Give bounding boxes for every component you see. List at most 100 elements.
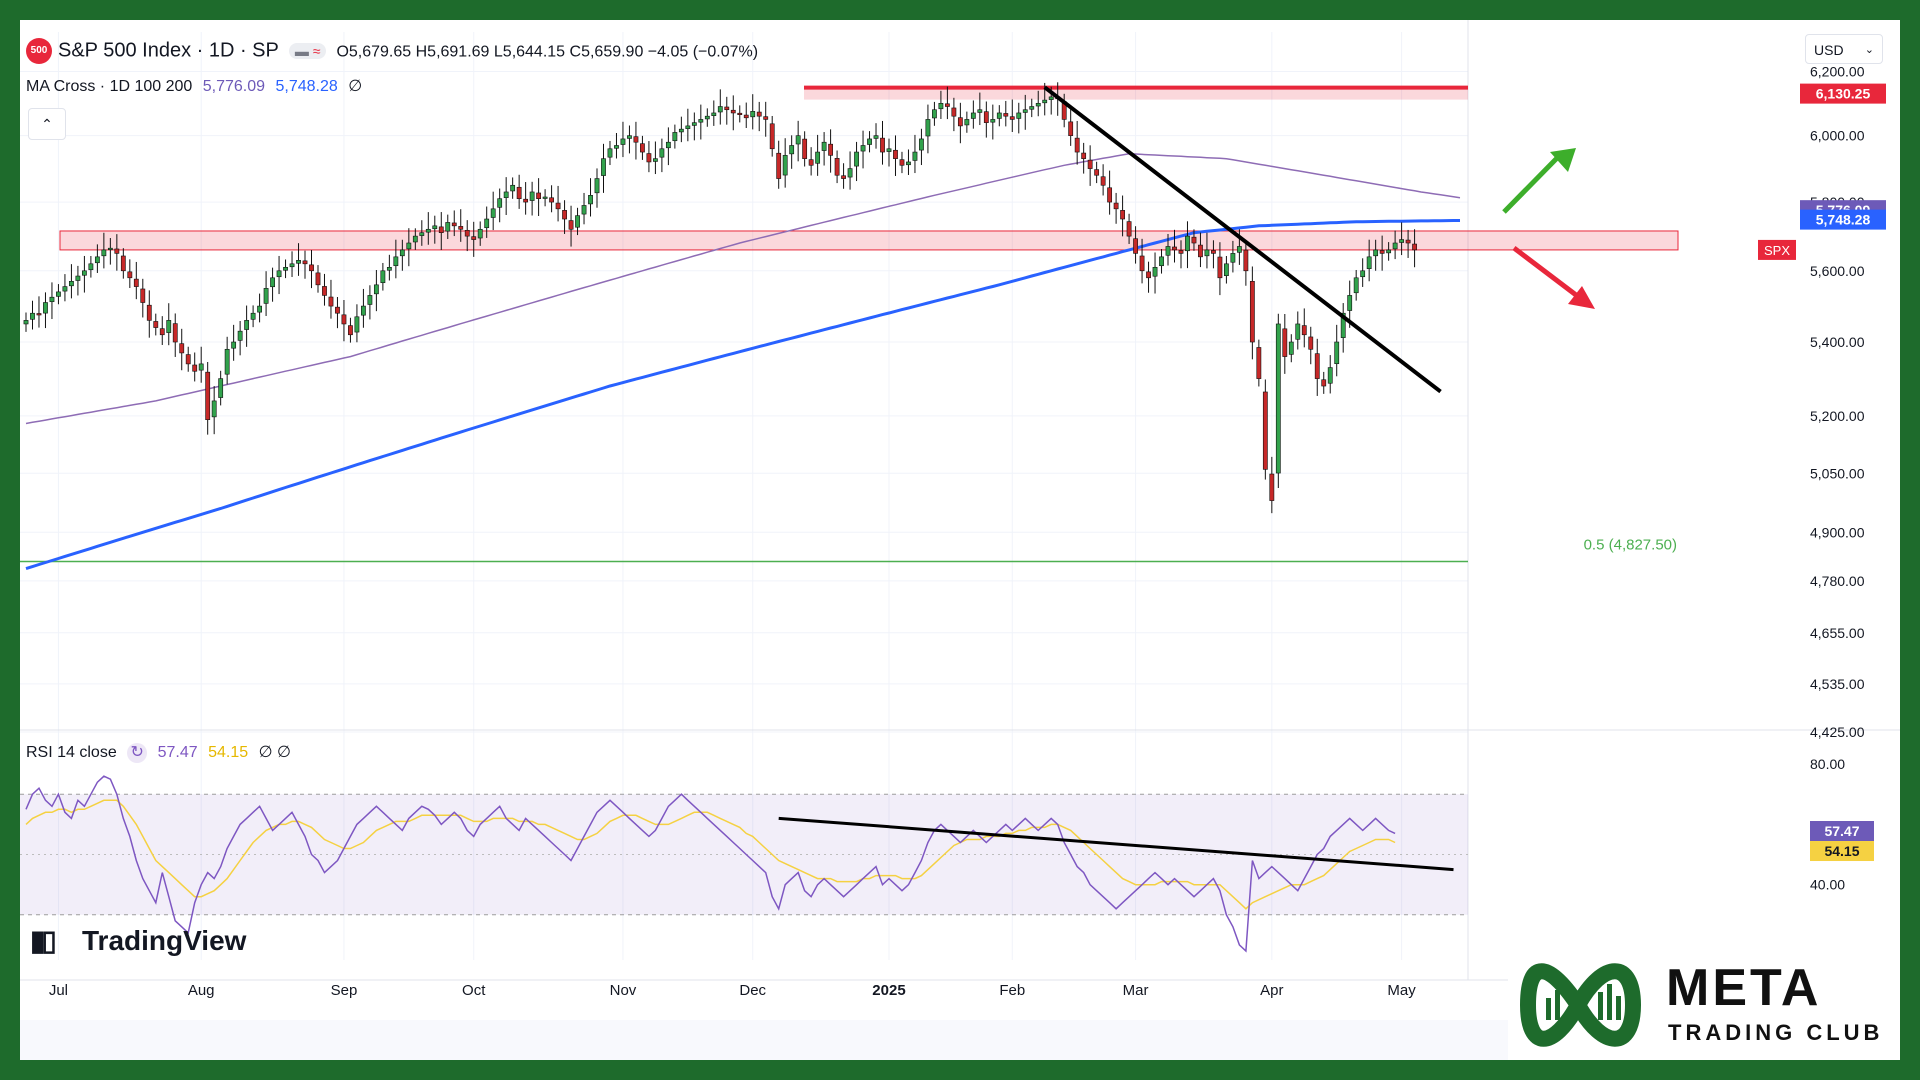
candle-body <box>1321 379 1327 387</box>
candle <box>776 140 782 189</box>
candle <box>490 191 496 231</box>
candle <box>685 108 691 142</box>
candle <box>575 207 580 236</box>
candle <box>970 100 976 129</box>
candle <box>1327 355 1333 394</box>
candle-body <box>1094 169 1100 176</box>
price-tick-label: 5,200.00 <box>1810 408 1865 424</box>
candle-body <box>503 191 509 198</box>
candle-body <box>1120 210 1125 220</box>
candle-body <box>925 119 931 137</box>
candle-body <box>166 320 172 333</box>
candle <box>821 132 827 166</box>
tradingview-logo[interactable]: ▮▯ TradingView <box>30 924 246 957</box>
candle-body <box>1334 341 1340 365</box>
candle <box>62 274 68 302</box>
candle <box>983 101 989 138</box>
candle <box>932 101 937 126</box>
candle-body <box>536 192 542 199</box>
candle <box>938 90 944 119</box>
time-tick-label: Apr <box>1260 982 1283 999</box>
symbol-header[interactable]: 500 S&P 500 Index · 1D · SP ▬ ≈ O5,679.65 H… <box>26 38 758 64</box>
candle-body <box>471 236 477 240</box>
candle-body <box>257 305 262 313</box>
rsi-indicator-label: RSI 14 close <box>26 744 117 761</box>
candle-body <box>127 271 133 279</box>
candle-body <box>69 281 74 287</box>
candle <box>555 185 561 222</box>
candle <box>302 250 308 279</box>
down-arrow-head <box>1568 286 1595 309</box>
candle <box>542 189 548 207</box>
meta-trading-club-logo: META TRADING CLUB <box>1508 950 1900 1060</box>
rsi-tick-label: 80.00 <box>1810 756 1845 772</box>
candle-body <box>640 143 645 153</box>
rsi-value-badge-label: 57.47 <box>1824 823 1859 839</box>
candle <box>678 116 684 143</box>
candle-body <box>1230 253 1236 263</box>
candle-body <box>633 136 639 143</box>
chevron-down-icon: ⌄ <box>1864 44 1874 56</box>
bottom-toolbar-strip <box>20 1020 1508 1060</box>
candle <box>328 279 334 319</box>
candle <box>1288 334 1294 363</box>
candle-body <box>698 119 704 123</box>
ma-legend[interactable]: MA Cross · 1D 100 200 5,776.09 5,748.28 … <box>26 76 362 96</box>
candle-body <box>484 218 490 229</box>
candle <box>373 270 379 312</box>
candle <box>56 284 61 305</box>
rsi-ma-badge-label: 54.15 <box>1824 843 1859 859</box>
candle <box>750 94 756 130</box>
meta-brand-icon <box>1519 963 1642 1047</box>
time-tick-label: May <box>1387 982 1416 999</box>
candle <box>289 251 295 277</box>
collapse-legend-button[interactable]: ⌃ <box>28 108 66 140</box>
candle <box>1016 102 1022 134</box>
rsi-extra-value: ∅ ∅ <box>258 744 291 761</box>
candle-body <box>263 288 269 304</box>
candle-body <box>724 106 730 111</box>
candle-body <box>172 323 178 343</box>
candle-body <box>990 119 996 123</box>
candle <box>211 386 217 435</box>
candle-body <box>815 151 821 164</box>
candle <box>529 181 535 216</box>
eye-icon: ▬ <box>294 43 309 59</box>
candle <box>1133 226 1138 264</box>
candle-body <box>957 117 963 127</box>
spx-badge-label: SPX <box>1764 243 1790 258</box>
candle <box>549 185 554 213</box>
candle <box>451 210 457 237</box>
currency-select[interactable]: USD ⌄ <box>1805 34 1883 64</box>
candle-body <box>1301 325 1307 336</box>
candle-body <box>1048 96 1054 100</box>
time-tick-label: Jul <box>49 982 68 999</box>
candle-body <box>1100 176 1106 186</box>
candle <box>860 130 866 169</box>
candle-body <box>1185 235 1190 252</box>
sp500-logo-icon: 500 <box>26 38 52 64</box>
candle-body <box>1178 250 1184 254</box>
candle <box>880 120 885 165</box>
refresh-icon[interactable]: ↻ <box>127 743 148 763</box>
candle-body <box>737 112 743 115</box>
rsi-line <box>25 775 1396 953</box>
price-tick-label: 4,900.00 <box>1810 524 1865 540</box>
candle-body <box>153 321 159 328</box>
candle <box>1243 239 1249 286</box>
candle <box>815 134 821 176</box>
candle <box>101 232 107 269</box>
candle-body <box>1165 246 1171 256</box>
candle <box>1334 324 1340 377</box>
visibility-toggle[interactable]: ▬ ≈ <box>288 43 327 59</box>
candle <box>627 125 632 154</box>
candle <box>464 220 470 252</box>
candle <box>1165 233 1171 266</box>
candle <box>1295 311 1301 350</box>
candle-body <box>1366 256 1372 269</box>
candle-body <box>834 158 840 176</box>
candle <box>172 313 178 357</box>
rsi-legend[interactable]: RSI 14 close ↻ 57.47 54.15 ∅ ∅ <box>26 742 291 763</box>
candle <box>1399 222 1405 256</box>
price-chart[interactable]: 0.5 (4,827.50)6,200.006,000.005,800.005,… <box>20 20 1900 1060</box>
